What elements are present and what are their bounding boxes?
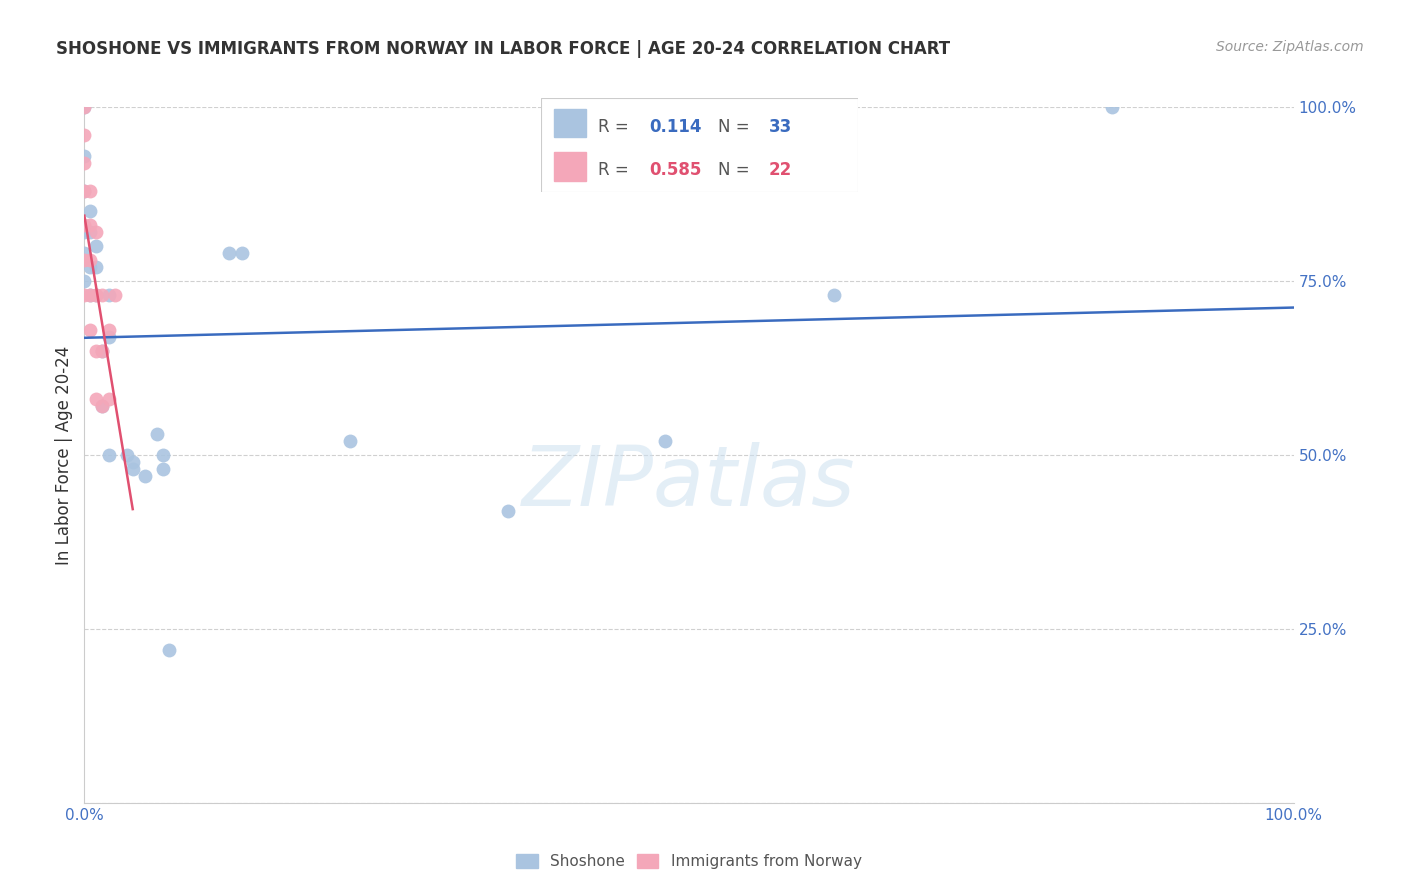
Point <box>79 184 101 198</box>
Point <box>73 128 96 142</box>
Point <box>79 204 101 219</box>
Point <box>73 100 96 114</box>
Point <box>339 434 361 448</box>
Text: Source: ZipAtlas.com: Source: ZipAtlas.com <box>1216 40 1364 54</box>
Point <box>146 427 169 442</box>
Point <box>121 462 143 476</box>
Point <box>218 246 240 260</box>
Text: SHOSHONE VS IMMIGRANTS FROM NORWAY IN LABOR FORCE | AGE 20-24 CORRELATION CHART: SHOSHONE VS IMMIGRANTS FROM NORWAY IN LA… <box>56 40 950 58</box>
Legend: Shoshone, Immigrants from Norway: Shoshone, Immigrants from Norway <box>510 848 868 875</box>
FancyBboxPatch shape <box>554 153 586 180</box>
Point <box>152 462 174 476</box>
Point <box>86 288 108 302</box>
Point <box>73 184 96 198</box>
Point <box>97 392 120 407</box>
Point <box>86 392 108 407</box>
Point <box>134 468 156 483</box>
Point <box>496 503 519 517</box>
Text: 33: 33 <box>769 118 793 136</box>
Text: ZIPatlas: ZIPatlas <box>522 442 856 524</box>
Point <box>91 343 114 358</box>
Point <box>73 253 96 268</box>
Point <box>104 288 127 302</box>
Point <box>79 323 101 337</box>
Point <box>73 274 96 288</box>
Point <box>73 225 96 239</box>
Point <box>97 288 120 302</box>
Point <box>654 434 676 448</box>
Point <box>73 184 96 198</box>
Point <box>73 149 96 163</box>
Point <box>86 260 108 274</box>
Point <box>231 246 253 260</box>
Y-axis label: In Labor Force | Age 20-24: In Labor Force | Age 20-24 <box>55 345 73 565</box>
Point <box>86 225 108 239</box>
Text: 0.585: 0.585 <box>650 161 702 178</box>
Point <box>79 225 101 239</box>
Text: N =: N = <box>718 118 755 136</box>
Text: 0.114: 0.114 <box>650 118 702 136</box>
Point <box>91 343 114 358</box>
Point <box>157 642 180 657</box>
Point <box>97 448 120 462</box>
Point <box>73 288 96 302</box>
Point <box>79 288 101 302</box>
Point <box>823 288 845 302</box>
FancyBboxPatch shape <box>541 98 858 192</box>
Point <box>86 239 108 253</box>
Point <box>79 288 101 302</box>
Point <box>121 455 143 469</box>
Point <box>91 399 114 413</box>
Point <box>91 288 114 302</box>
Point <box>73 219 96 233</box>
Point <box>1101 100 1123 114</box>
Point <box>86 343 108 358</box>
Point <box>73 155 96 169</box>
Point <box>79 260 101 274</box>
Point <box>79 219 101 233</box>
Point <box>86 288 108 302</box>
FancyBboxPatch shape <box>554 110 586 137</box>
Point <box>73 246 96 260</box>
Text: R =: R = <box>599 161 634 178</box>
Point <box>97 329 120 343</box>
Text: 22: 22 <box>769 161 793 178</box>
Point <box>97 323 120 337</box>
Point <box>73 100 96 114</box>
Text: N =: N = <box>718 161 755 178</box>
Point <box>115 448 138 462</box>
Text: R =: R = <box>599 118 634 136</box>
Point <box>79 253 101 268</box>
Point <box>91 399 114 413</box>
Point <box>152 448 174 462</box>
